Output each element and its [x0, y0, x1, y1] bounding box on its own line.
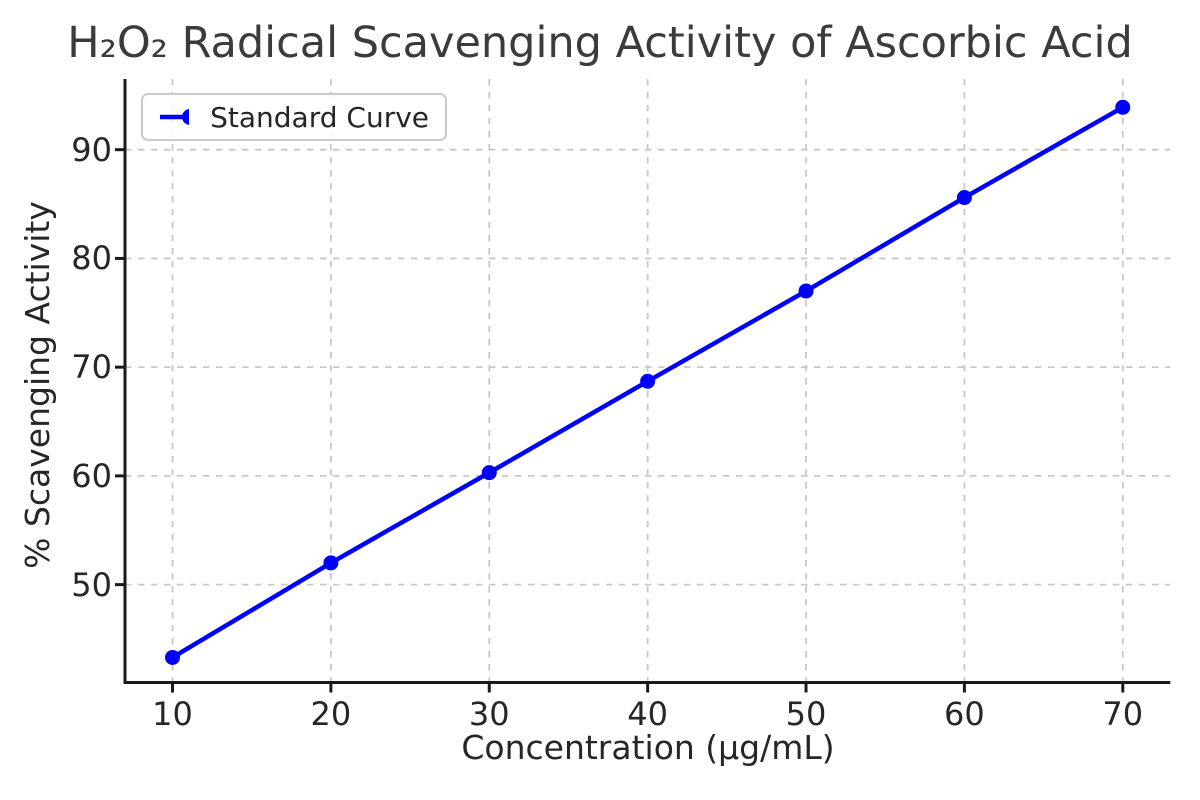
y-tick-label: 90	[71, 130, 112, 169]
legend-label: Standard Curve	[210, 100, 429, 134]
legend: Standard Curve	[141, 93, 447, 141]
y-tick-label: 80	[71, 239, 112, 278]
x-tick-label: 50	[785, 695, 827, 733]
y-tick-label: 60	[71, 456, 112, 495]
x-tick-label: 70	[1102, 695, 1144, 733]
data-point-marker	[640, 373, 656, 389]
x-tick-label: 30	[468, 695, 510, 733]
x-axis-label: Concentration (μg/mL)	[461, 728, 835, 767]
data-point-marker	[956, 190, 972, 206]
x-tick-label: 20	[310, 695, 352, 733]
y-tick-label: 70	[71, 348, 112, 387]
x-tick-label: 40	[627, 695, 668, 733]
data-point-marker	[481, 465, 497, 481]
data-point-marker	[1115, 99, 1131, 115]
x-tick-label: 60	[944, 695, 985, 733]
chart-title: H₂O₂ Radical Scavenging Activity of Asco…	[67, 18, 1133, 68]
legend-line-icon	[160, 109, 190, 125]
data-point-marker	[798, 283, 814, 299]
data-point-marker	[165, 649, 181, 665]
y-tick-label: 50	[71, 565, 112, 604]
data-point-marker	[323, 555, 339, 571]
x-tick-label: 10	[152, 695, 193, 733]
